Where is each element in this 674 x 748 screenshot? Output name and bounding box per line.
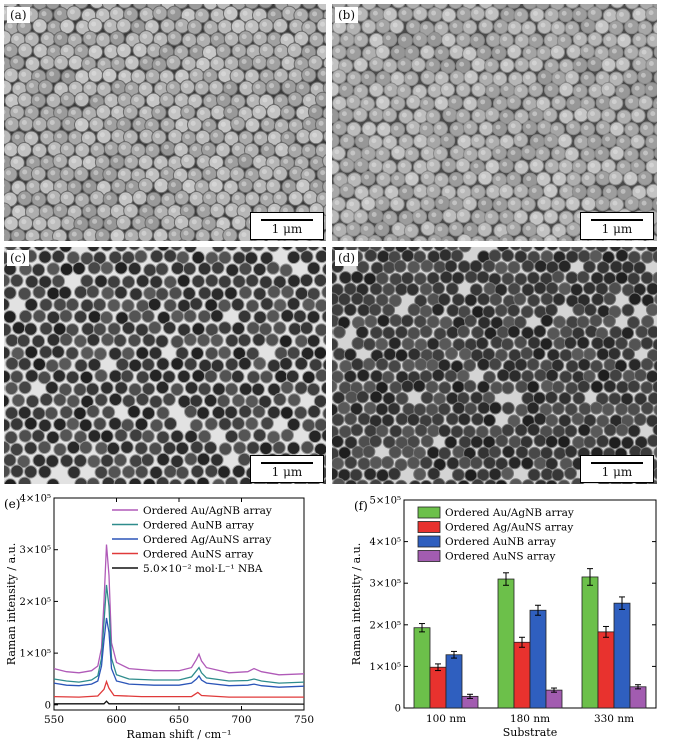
bar — [430, 667, 446, 708]
sem-image-c — [4, 247, 326, 484]
scale-bar-d: 1 μm — [580, 455, 654, 483]
sem-image-b — [332, 4, 657, 241]
scale-bar-c: 1 μm — [250, 455, 324, 483]
bar — [582, 577, 598, 708]
scale-bar-a: 1 μm — [250, 212, 324, 240]
panel-label-a: (a) — [7, 7, 30, 23]
category-label: 330 nm — [594, 713, 634, 725]
category-label: 180 nm — [510, 713, 550, 725]
legend-swatch — [418, 551, 440, 562]
x-tick-label: 700 — [231, 714, 251, 726]
series-line — [54, 585, 304, 683]
series-line — [54, 618, 304, 687]
y-tick-label: 2×10⁵ — [370, 620, 401, 631]
bar — [446, 655, 462, 708]
panel-label-d: (d) — [335, 250, 358, 266]
panel-label-f: (f) — [354, 499, 368, 513]
scale-label: 1 μm — [251, 222, 323, 236]
raman-spectra-chart: (e) 550 600 650 700 750 0 1×10⁵ 2×10⁵ 3×10⁵ 4×10⁵ R… — [0, 490, 330, 744]
legend-label: Ordered Ag/AuNS array — [143, 534, 271, 546]
y-tick-label: 1×10⁵ — [370, 662, 401, 673]
panel-label-c: (c) — [7, 250, 29, 266]
legend-label: 5.0×10⁻² mol·L⁻¹ NBA — [143, 563, 263, 575]
legend-label: Ordered AuNB array — [445, 536, 556, 548]
sem-image-a — [4, 4, 326, 241]
scale-label: 1 μm — [581, 222, 653, 236]
panel-label-e: (e) — [4, 497, 20, 511]
bar — [498, 579, 514, 708]
y-tick-label: 5×10⁵ — [370, 496, 401, 507]
raman-bar-chart: (f) 0 1×10⁵ 2×10⁵ 3×10⁵ 4×10⁵ 5×10⁵ 100 nm 180 n… — [334, 490, 674, 744]
scale-line — [591, 219, 643, 221]
y-axis-label: Raman intensity / a.u. — [350, 543, 363, 665]
legend-label: Ordered AuNS array — [445, 551, 555, 563]
category-label: 100 nm — [426, 713, 466, 725]
legend-label: Ordered AuNS array — [143, 549, 253, 561]
y-tick-label: 0 — [45, 700, 51, 711]
legend-swatch — [418, 536, 440, 547]
raman-bar-svg: (f) 0 1×10⁵ 2×10⁵ 3×10⁵ 4×10⁵ 5×10⁵ 100 nm 180 n… — [334, 490, 674, 744]
bar — [514, 642, 530, 708]
y-tick-label: 3×10⁵ — [20, 545, 51, 556]
legend-label: Ordered Au/AgNB array — [143, 505, 272, 517]
sem-image-d — [332, 247, 657, 484]
x-axis-label: Raman shift / cm⁻¹ — [127, 728, 232, 741]
bar — [530, 610, 546, 708]
scale-label: 1 μm — [251, 465, 323, 479]
scale-label: 1 μm — [581, 465, 653, 479]
legend-swatch — [418, 522, 440, 533]
x-tick-label: 650 — [169, 714, 189, 726]
panel-label-b: (b) — [335, 7, 358, 23]
bar — [414, 628, 430, 708]
scale-line — [261, 462, 313, 464]
sem-panel-d: (d) 1 μm — [332, 247, 657, 484]
bar — [630, 687, 646, 708]
legend-label: Ordered Ag/AuNS array — [445, 522, 573, 534]
scale-line — [261, 219, 313, 221]
legend-label: Ordered AuNB array — [143, 520, 254, 532]
x-tick-label: 750 — [294, 714, 314, 726]
series-line — [54, 701, 304, 704]
bar — [598, 632, 614, 708]
scale-bar-b: 1 μm — [580, 212, 654, 240]
raman-spectra-svg: (e) 550 600 650 700 750 0 1×10⁵ 2×10⁵ 3×10⁵ 4×10⁵ R… — [0, 490, 330, 744]
y-tick-label: 4×10⁵ — [20, 494, 51, 505]
bar — [614, 603, 630, 708]
bar — [546, 690, 562, 708]
y-tick-label: 4×10⁵ — [370, 537, 401, 548]
legend-label: Ordered Au/AgNB array — [445, 507, 574, 519]
y-axis-label: Raman intensity / a.u. — [5, 543, 18, 665]
x-tick-label: 550 — [44, 714, 64, 726]
x-tick-label: 600 — [106, 714, 126, 726]
y-tick-label: 1×10⁵ — [20, 649, 51, 660]
sem-panel-b: (b) 1 μm — [332, 4, 657, 241]
scale-line — [591, 462, 643, 464]
y-tick-label: 3×10⁵ — [370, 579, 401, 590]
x-axis-label: Substrate — [503, 726, 557, 739]
y-tick-label: 2×10⁵ — [20, 597, 51, 608]
sem-panel-c: (c) 1 μm — [4, 247, 326, 484]
y-tick-label: 0 — [395, 704, 401, 715]
sem-panel-a: (a) 1 μm — [4, 4, 326, 241]
legend-swatch — [418, 507, 440, 518]
